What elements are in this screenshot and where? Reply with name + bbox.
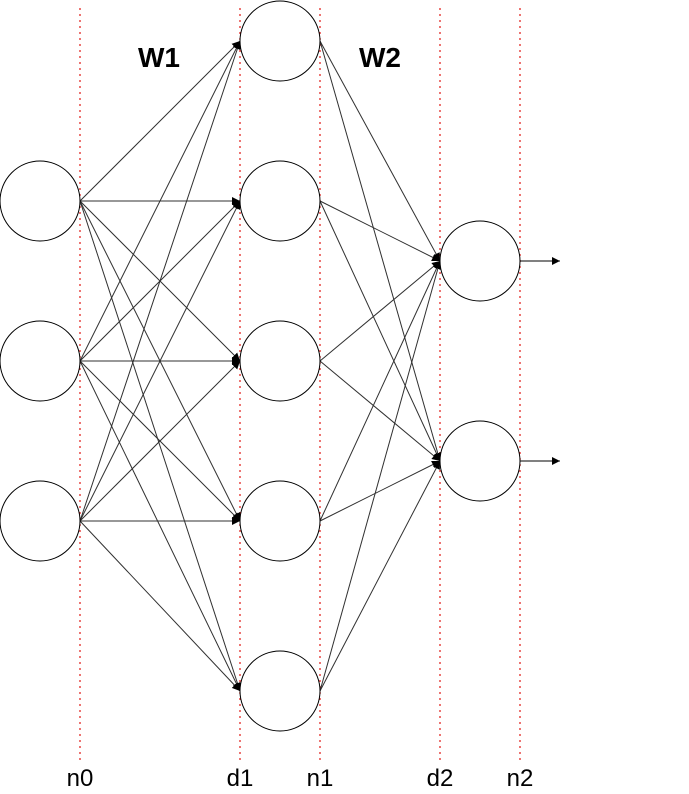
- w2-edge-4-2: [319, 460, 441, 522]
- input-neuron-1: [0, 160, 81, 242]
- w1-edge-3-1: [79, 40, 242, 522]
- w2-edge-5-1: [319, 260, 442, 692]
- w1-edge-1-1: [79, 40, 241, 202]
- w2-edge-1-2: [319, 40, 442, 462]
- input-neuron-3: [0, 480, 81, 562]
- w2-edge-2-2: [319, 200, 441, 462]
- w2-edge-3-1: [319, 260, 441, 362]
- w1-edge-3-2: [79, 200, 241, 522]
- w1-edge-3-5: [79, 520, 241, 692]
- hidden-neuron-4: [239, 480, 321, 562]
- hidden-neuron-1: [239, 0, 321, 82]
- w1-connections: [79, 40, 242, 692]
- w2-edge-1-1: [319, 40, 441, 262]
- w2-label: W2: [359, 42, 401, 73]
- w2-edge-5-2: [319, 460, 441, 692]
- hidden-neuron-3: [239, 320, 321, 402]
- output-neuron-1: [439, 220, 521, 302]
- guide-label-d1: d1: [227, 765, 254, 792]
- w1-edge-2-5: [79, 360, 241, 692]
- w1-edge-2-1: [79, 40, 241, 362]
- w2-edge-4-1: [319, 260, 441, 522]
- w1-edge-1-5: [79, 200, 242, 692]
- neurons: [0, 0, 521, 732]
- guide-label-n2: n2: [507, 765, 534, 792]
- w1-label: W1: [138, 42, 180, 73]
- hidden-neuron-2: [239, 160, 321, 242]
- hidden-neuron-5: [239, 650, 321, 732]
- output-neuron-2: [439, 420, 521, 502]
- output-arrows: [520, 257, 560, 465]
- w1-edge-3-3: [79, 360, 241, 522]
- input-neuron-2: [0, 320, 81, 402]
- guide-label-n1: n1: [307, 765, 334, 792]
- guide-label-n0: n0: [67, 765, 94, 792]
- w2-edge-2-1: [319, 200, 441, 262]
- w2-edge-3-2: [319, 360, 441, 462]
- guide-label-d2: d2: [427, 765, 454, 792]
- w2-connections: [319, 40, 442, 692]
